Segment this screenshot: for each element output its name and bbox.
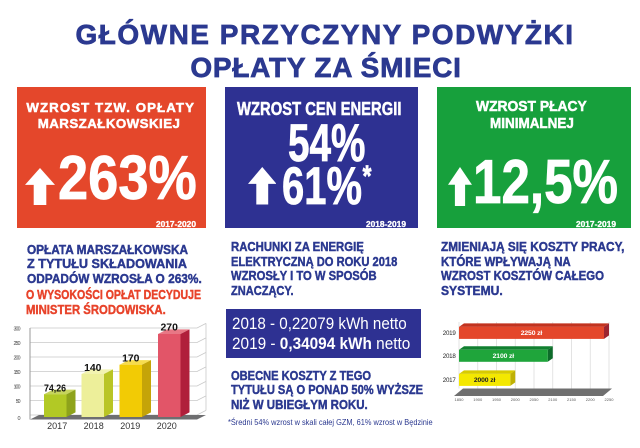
svg-text:200: 200 bbox=[14, 355, 21, 361]
svg-text:1900: 1900 bbox=[473, 397, 483, 402]
svg-text:2017: 2017 bbox=[443, 377, 457, 384]
svg-text:2200: 2200 bbox=[586, 397, 596, 402]
svg-text:300: 300 bbox=[14, 326, 21, 332]
svg-text:2000 zł: 2000 zł bbox=[474, 377, 496, 384]
svg-text:2150: 2150 bbox=[567, 397, 577, 402]
svg-text:2019: 2019 bbox=[120, 421, 140, 431]
svg-text:1950: 1950 bbox=[492, 397, 502, 402]
svg-text:140: 140 bbox=[84, 363, 102, 374]
svg-text:2018: 2018 bbox=[84, 421, 104, 431]
svg-text:250: 250 bbox=[14, 341, 21, 347]
svg-text:50: 50 bbox=[16, 399, 21, 405]
svg-text:2017: 2017 bbox=[47, 421, 67, 431]
svg-text:2019: 2019 bbox=[443, 330, 457, 337]
svg-text:2050: 2050 bbox=[530, 397, 540, 402]
svg-text:170: 170 bbox=[122, 354, 140, 365]
svg-text:270: 270 bbox=[161, 323, 179, 334]
svg-text:2020: 2020 bbox=[157, 421, 177, 431]
svg-text:2100: 2100 bbox=[548, 397, 558, 402]
svg-text:2100 zł: 2100 zł bbox=[493, 353, 515, 360]
svg-text:2000: 2000 bbox=[511, 397, 521, 402]
svg-text:1850: 1850 bbox=[455, 397, 465, 402]
svg-text:150: 150 bbox=[14, 370, 21, 376]
svg-text:100: 100 bbox=[14, 384, 21, 390]
svg-text:0: 0 bbox=[17, 416, 20, 422]
svg-text:74,26: 74,26 bbox=[44, 384, 66, 395]
svg-text:2018: 2018 bbox=[443, 353, 457, 360]
svg-text:2250: 2250 bbox=[605, 397, 615, 402]
svg-text:2250 zł: 2250 zł bbox=[521, 330, 543, 337]
